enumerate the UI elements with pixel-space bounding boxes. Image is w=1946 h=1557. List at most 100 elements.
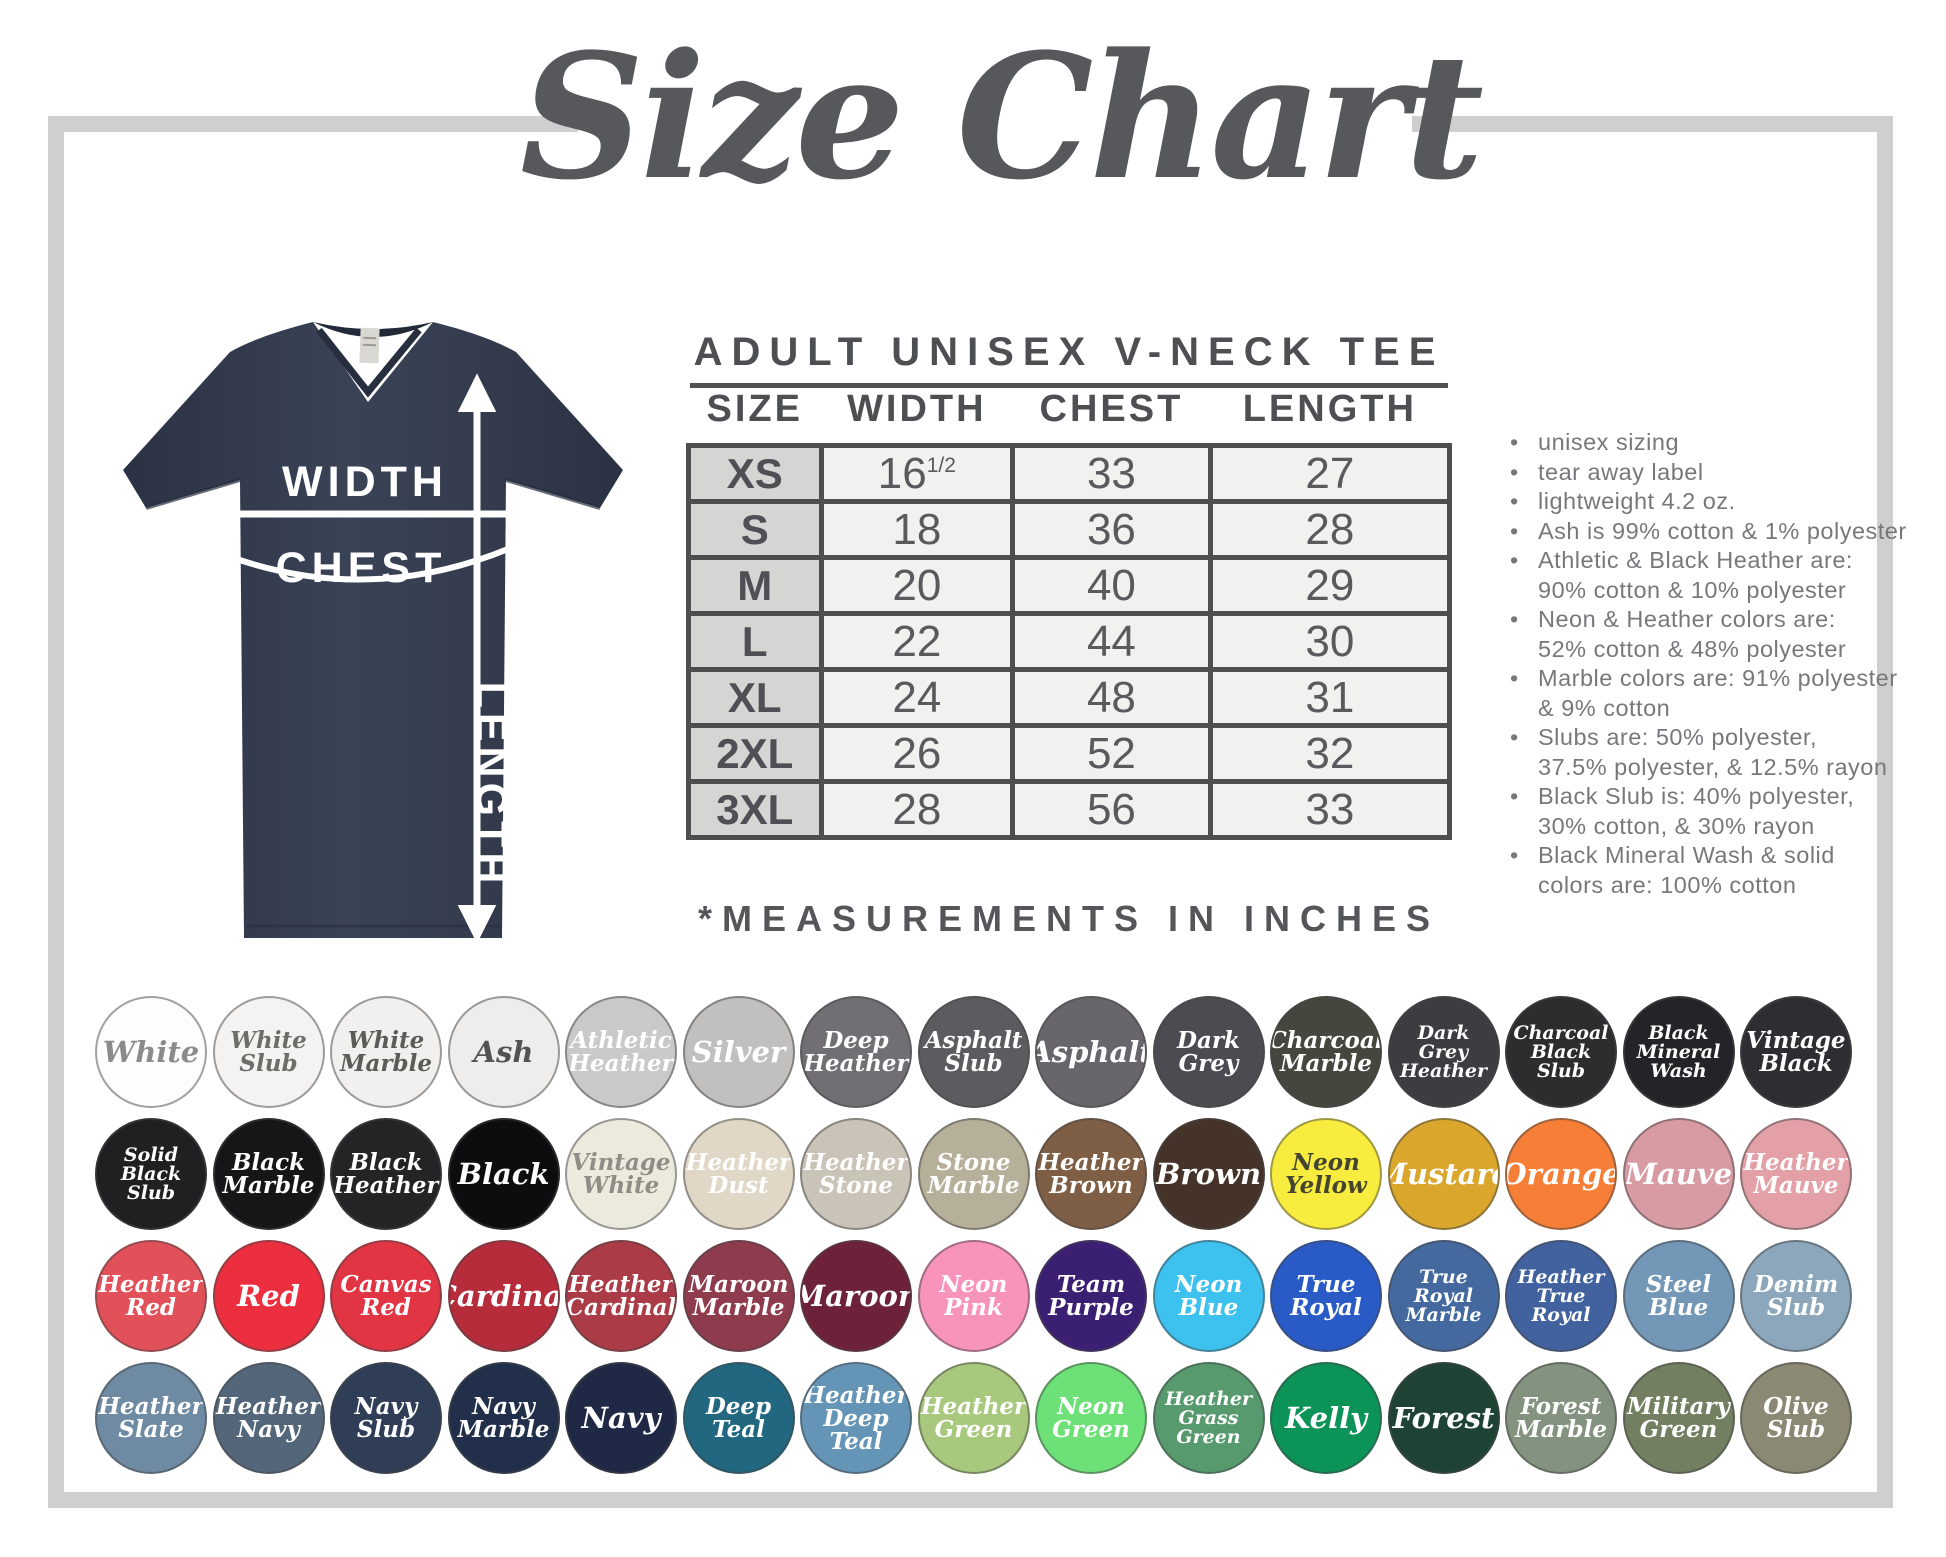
- color-swatch: Maroon: [800, 1240, 912, 1352]
- color-swatch-label: Heather Brown: [1038, 1149, 1144, 1199]
- frame-top-right-bar: [1412, 116, 1893, 132]
- length-cell: 31: [1207, 667, 1453, 728]
- fabric-note: Black Slub is: 40% polyester, 30% cotton…: [1502, 782, 1922, 841]
- frame-top-left-bar: [48, 116, 578, 132]
- chest-cell: 52: [1010, 723, 1213, 784]
- color-swatch-label: Black Mineral Wash: [1636, 1021, 1721, 1082]
- color-swatch-label: Heather Grass Green: [1164, 1387, 1253, 1448]
- color-swatch-label: Dark Grey: [1177, 1027, 1240, 1077]
- color-swatch-label: Maroon Marble: [688, 1271, 789, 1321]
- color-swatch-label: Heather Deep Teal: [803, 1381, 909, 1455]
- color-swatch: Military Green: [1622, 1362, 1735, 1474]
- tshirt-left-sleeve-hem: [145, 478, 241, 510]
- size-table-row: 2XL 26 52 32: [686, 723, 1453, 784]
- tshirt-diagram: WIDTH CHEST LENGTH: [123, 322, 623, 944]
- swatch-row: Heather Red Red Canvas Red Cardinal: [95, 1240, 1852, 1352]
- color-swatch: Heather Navy: [212, 1362, 325, 1474]
- chest-cell: 56: [1010, 779, 1213, 840]
- color-swatch-label: Neon Green: [1052, 1393, 1130, 1443]
- color-swatch: Navy Slub: [330, 1362, 442, 1474]
- color-swatch-label: Neon Yellow: [1285, 1149, 1367, 1199]
- page-title: Size Chart: [519, 15, 1484, 218]
- color-swatch: Vintage White: [565, 1118, 677, 1230]
- color-swatch-label: White: [102, 1034, 200, 1069]
- color-swatch: Red: [212, 1240, 325, 1352]
- size-cell: XL: [686, 667, 824, 728]
- length-cell: 28: [1207, 499, 1453, 560]
- color-swatch: Silver: [682, 996, 795, 1108]
- color-swatch-label: Heather Navy: [215, 1393, 322, 1443]
- color-swatch: Asphalt: [1035, 996, 1147, 1108]
- neck-tag: [359, 327, 380, 364]
- width-cell: 18: [818, 499, 1016, 560]
- color-swatch: Mauve: [1622, 1118, 1735, 1230]
- width-cell: 24: [818, 667, 1016, 728]
- color-swatch: Heather Deep Teal: [800, 1362, 912, 1474]
- size-table-row: XL 24 48 31: [686, 667, 1453, 728]
- fabric-note: Marble colors are: 91% polyester & 9% co…: [1502, 664, 1922, 723]
- color-swatch: Heather Brown: [1035, 1118, 1147, 1230]
- color-swatch-label: Heather Mauve: [1743, 1149, 1849, 1199]
- color-swatch: White: [95, 996, 207, 1108]
- color-swatch: Heather Green: [917, 1362, 1030, 1474]
- length-cell: 33: [1207, 779, 1453, 840]
- fabric-note: Athletic & Black Heather are: 90% cotton…: [1502, 546, 1922, 605]
- color-swatch-label: Red: [237, 1278, 300, 1313]
- color-swatch-label: Neon Blue: [1174, 1271, 1243, 1321]
- color-swatch-label: Orange: [1505, 1156, 1617, 1191]
- color-swatch: Forest Marble: [1505, 1362, 1617, 1474]
- color-swatch-label: Cardinal: [450, 1278, 558, 1313]
- color-swatch-label: Neon Pink: [939, 1271, 1008, 1321]
- color-swatch-label: Solid Black Slub: [120, 1143, 182, 1204]
- length-cell: 32: [1207, 723, 1453, 784]
- chest-cell: 36: [1010, 499, 1213, 560]
- color-swatch: Black Heather: [330, 1118, 442, 1230]
- fabric-note: unisex sizing: [1502, 428, 1922, 458]
- color-swatch-label: True Royal: [1290, 1271, 1362, 1321]
- color-swatch-label: Heather True Royal: [1517, 1265, 1605, 1326]
- color-swatch: Olive Slub: [1740, 1362, 1852, 1474]
- color-swatch: Brown: [1152, 1118, 1265, 1230]
- fabric-note: lightweight 4.2 oz.: [1502, 487, 1922, 517]
- color-swatch: Dark Grey: [1152, 996, 1265, 1108]
- color-swatch-label: Canvas Red: [340, 1271, 432, 1321]
- color-swatch-label: Deep Heather: [803, 1027, 909, 1077]
- color-swatch: Forest: [1387, 1362, 1500, 1474]
- color-swatch-label: Heather Cardinal: [565, 1271, 677, 1321]
- chest-cell: 40: [1010, 555, 1213, 616]
- swatch-row: White White Slub White Marble Ash: [95, 996, 1852, 1108]
- color-swatch-label: Heather Dust: [685, 1149, 792, 1199]
- color-swatch-label: Navy Slub: [354, 1393, 418, 1443]
- color-swatch: Canvas Red: [330, 1240, 442, 1352]
- color-swatch: Cardinal: [447, 1240, 560, 1352]
- width-cell: 20: [818, 555, 1016, 616]
- color-swatch-label: Forest Marble: [1515, 1393, 1607, 1443]
- color-swatch-label: Olive Slub: [1763, 1393, 1829, 1443]
- size-cell: 2XL: [686, 723, 824, 784]
- color-swatch-label: Vintage White: [571, 1149, 671, 1199]
- color-swatch: True Royal Marble: [1387, 1240, 1500, 1352]
- color-swatch: Heather Slate: [95, 1362, 207, 1474]
- color-swatch-label: Black Heather: [333, 1149, 439, 1199]
- width-cell: 161/2: [818, 443, 1016, 504]
- color-swatch-label: Dark Grey Heather: [1399, 1021, 1488, 1082]
- tshirt-vneck-band: [316, 327, 422, 398]
- color-swatch: Heather Dust: [682, 1118, 795, 1230]
- color-swatch-label: Steel Blue: [1645, 1271, 1712, 1321]
- swatch-row: Heather Slate Heather Navy Navy Slub Nav…: [95, 1362, 1852, 1474]
- color-swatch-label: Silver: [691, 1034, 786, 1069]
- size-cell: S: [686, 499, 824, 560]
- color-swatch-label: Deep Teal: [705, 1393, 772, 1443]
- color-swatch-label: Mauve: [1624, 1156, 1733, 1191]
- color-swatch: Deep Heather: [800, 996, 912, 1108]
- color-swatch: Black Mineral Wash: [1622, 996, 1735, 1108]
- product-heading: ADULT UNISEX V-NECK TEE: [690, 330, 1448, 388]
- color-swatch-label: Military Green: [1627, 1393, 1730, 1443]
- color-swatch: Black Marble: [212, 1118, 325, 1230]
- color-swatch: Charcoal Marble: [1270, 996, 1382, 1108]
- color-swatch-label: Asphalt Slub: [924, 1027, 1023, 1077]
- color-swatch: Neon Green: [1035, 1362, 1147, 1474]
- color-swatch-grid: White White Slub White Marble Ash: [95, 996, 1852, 1484]
- color-swatch: Heather Red: [95, 1240, 207, 1352]
- color-swatch: True Royal: [1270, 1240, 1382, 1352]
